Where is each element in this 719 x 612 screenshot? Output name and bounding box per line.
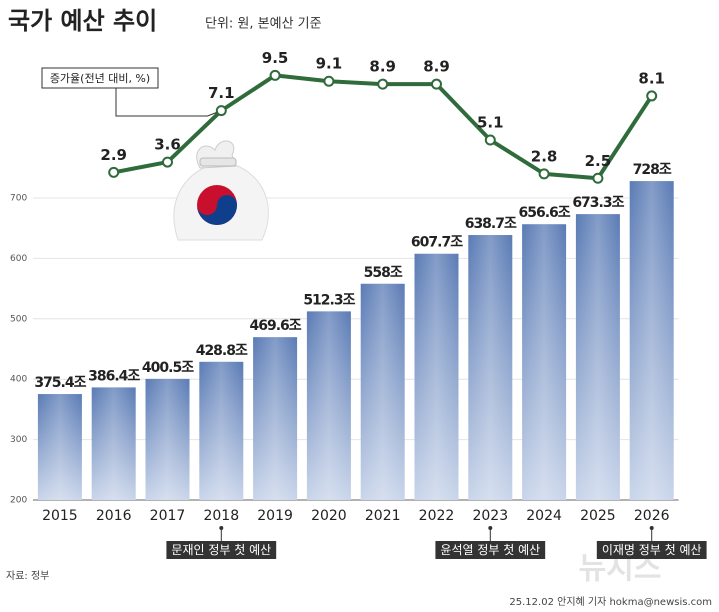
growth-point <box>484 134 496 146</box>
bar-shine <box>522 224 567 500</box>
growth-point <box>215 105 227 117</box>
chart-title: 국가 예산 추이 <box>8 7 157 35</box>
legend-box <box>41 67 159 89</box>
y-tick-label: 600 <box>10 254 27 264</box>
x-tick-label: 2017 <box>150 508 186 524</box>
bar-shine <box>37 394 82 500</box>
growth-label: 2.9 <box>100 146 127 164</box>
growth-label: 9.5 <box>262 49 289 67</box>
growth-point <box>108 166 120 178</box>
bar-shine <box>575 214 620 500</box>
annotation-box <box>596 541 707 559</box>
x-tick-label: 2024 <box>526 508 562 524</box>
x-tick-label: 2019 <box>257 508 293 524</box>
growth-label: 3.6 <box>154 136 181 154</box>
value-label: 375.4조 <box>34 375 86 391</box>
value-label: 728조 <box>633 162 672 178</box>
bar-shine <box>468 235 513 500</box>
annotation: 윤석열 정부 첫 예산 <box>440 543 540 557</box>
growth-label: 2.8 <box>531 147 558 165</box>
x-tick-label: 2025 <box>580 508 616 524</box>
annotation-dot <box>488 526 493 530</box>
growth-label: 8.1 <box>638 69 665 87</box>
bar-shine <box>360 283 405 500</box>
value-label: 400.5조 <box>142 360 194 376</box>
value-label: 469.6조 <box>250 318 302 334</box>
annotation-box <box>435 541 546 559</box>
annotation: 이재명 정부 첫 예산 <box>602 543 702 557</box>
value-label: 607.7조 <box>411 235 463 251</box>
x-tick-label: 2021 <box>365 508 401 524</box>
value-label: 428.8조 <box>196 343 248 359</box>
bar-shine <box>414 253 459 500</box>
y-tick-label: 300 <box>10 435 27 445</box>
value-label: 386.4조 <box>88 368 140 384</box>
y-tick-label: 500 <box>10 314 27 324</box>
growth-point <box>323 75 335 87</box>
growth-point <box>269 69 281 81</box>
source: 자료: 정부 <box>6 570 49 582</box>
x-tick-label: 2022 <box>419 508 455 524</box>
growth-point <box>646 90 658 102</box>
x-tick-label: 2018 <box>203 508 239 524</box>
money-bag <box>173 140 269 241</box>
bar-shine <box>629 181 674 500</box>
x-tick-label: 2020 <box>311 508 347 524</box>
annotation-dot <box>219 526 224 530</box>
annotation-dot <box>649 526 654 530</box>
chart-subtitle: 단위: 원, 본예산 기준 <box>205 17 322 32</box>
value-label: 673.3조 <box>572 195 624 211</box>
value-label: 656.6조 <box>519 205 571 221</box>
credit: 25.12.02 안지혜 기자 hokma@newsis.com <box>509 596 712 608</box>
growth-label: 8.9 <box>369 58 396 76</box>
growth-point <box>162 156 173 168</box>
bar-shine <box>199 361 244 500</box>
x-tick-label: 2026 <box>634 508 670 524</box>
bar-shine <box>253 337 298 500</box>
x-tick-label: 2023 <box>472 508 508 524</box>
growth-label: 9.1 <box>316 55 343 73</box>
growth-label: 5.1 <box>477 114 504 132</box>
growth-point <box>538 168 550 180</box>
y-tick-label: 700 <box>10 194 27 204</box>
legend-connector <box>115 88 222 117</box>
growth-point <box>592 172 604 184</box>
bar-shine <box>145 378 190 500</box>
bar-shine <box>91 387 136 500</box>
growth-label: 7.1 <box>208 84 235 102</box>
annotation-box <box>166 541 277 559</box>
legend-label: 증가율(전년 대비, %) <box>50 72 150 85</box>
y-tick-label: 400 <box>10 375 27 385</box>
x-tick-label: 2015 <box>42 508 78 524</box>
bar-shine <box>306 311 351 500</box>
growth-point <box>377 78 389 90</box>
x-tick-label: 2016 <box>96 508 132 524</box>
value-label: 638.7조 <box>465 216 517 232</box>
growth-point <box>431 78 442 90</box>
y-tick-label: 200 <box>10 496 27 506</box>
value-label: 558조 <box>364 265 403 281</box>
growth-label: 8.9 <box>423 58 450 76</box>
value-label: 512.3조 <box>303 292 355 308</box>
annotation: 문재인 정부 첫 예산 <box>171 543 271 557</box>
growth-label: 2.5 <box>585 152 612 170</box>
